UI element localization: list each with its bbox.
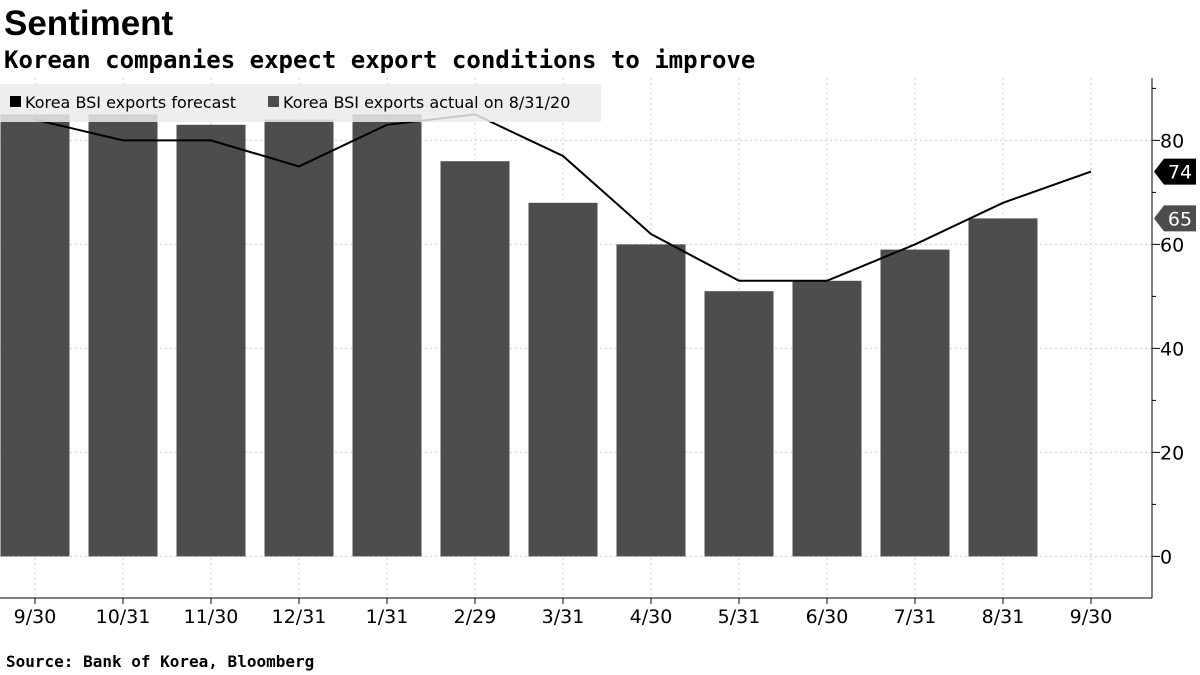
forecast-last-value-tag-bg xyxy=(1154,158,1196,185)
x-tick-label: 7/31 xyxy=(894,606,937,628)
x-tick-label: 3/31 xyxy=(542,606,585,628)
forecast-last-value-tag: 74 xyxy=(1154,158,1196,185)
x-tick-label: 9/30 xyxy=(14,606,57,628)
bar xyxy=(352,114,422,557)
axis-layer: 9/30 10/31 11/30 12/31 1/31 2/29 3/31 4/30 5/31 6… xyxy=(0,78,1196,628)
actual-last-value-tag-bg xyxy=(1154,205,1196,232)
x-tick-label: 9/30 xyxy=(1070,606,1113,628)
y-tick-label: 80 xyxy=(1160,130,1184,152)
source-note: Source: Bank of Korea, Bloomberg xyxy=(6,652,315,671)
bar xyxy=(880,249,950,557)
bar xyxy=(176,124,246,557)
bar xyxy=(440,161,510,557)
y-tick-label: 20 xyxy=(1160,442,1184,464)
bar xyxy=(616,244,686,557)
bar xyxy=(704,291,774,557)
line-layer xyxy=(34,113,1092,282)
legend-swatch-forecast xyxy=(10,96,21,107)
actual-last-value-tag: 65 xyxy=(1154,205,1196,232)
forecast-last-value-tag-text: 74 xyxy=(1168,162,1192,184)
x-tick-label: 12/31 xyxy=(272,606,327,628)
chart-title: Sentiment xyxy=(4,4,174,43)
x-tick-label: 8/31 xyxy=(982,606,1025,628)
bar xyxy=(88,114,158,557)
legend: Korea BSI exports forecast Korea BSI exp… xyxy=(0,84,601,122)
actual-last-value-tag-text: 65 xyxy=(1168,208,1192,230)
y-tick-label: 40 xyxy=(1160,338,1184,360)
x-tick-label: 4/30 xyxy=(630,606,673,628)
x-tick-label: 1/31 xyxy=(366,606,409,628)
y-tick-label: 0 xyxy=(1160,546,1172,568)
bar xyxy=(528,202,598,557)
x-tick-label: 5/31 xyxy=(718,606,761,628)
x-tick-label: 10/31 xyxy=(96,606,151,628)
x-tick-label: 11/30 xyxy=(184,606,239,628)
x-tick-label: 2/29 xyxy=(454,606,497,628)
legend-label-forecast: Korea BSI exports forecast xyxy=(25,93,236,112)
y-tick-label: 60 xyxy=(1160,234,1184,256)
bar-layer xyxy=(0,114,1038,557)
legend-label-actual: Korea BSI exports actual on 8/31/20 xyxy=(283,93,570,112)
bar xyxy=(968,218,1038,557)
bar xyxy=(792,280,862,557)
forecast-line xyxy=(34,113,1092,282)
legend-background xyxy=(0,84,601,122)
legend-swatch-actual xyxy=(268,96,279,107)
bar xyxy=(264,119,334,557)
x-tick-label: 6/30 xyxy=(806,606,849,628)
bar xyxy=(0,114,70,557)
chart-subtitle: Korean companies expect export condition… xyxy=(4,46,756,74)
